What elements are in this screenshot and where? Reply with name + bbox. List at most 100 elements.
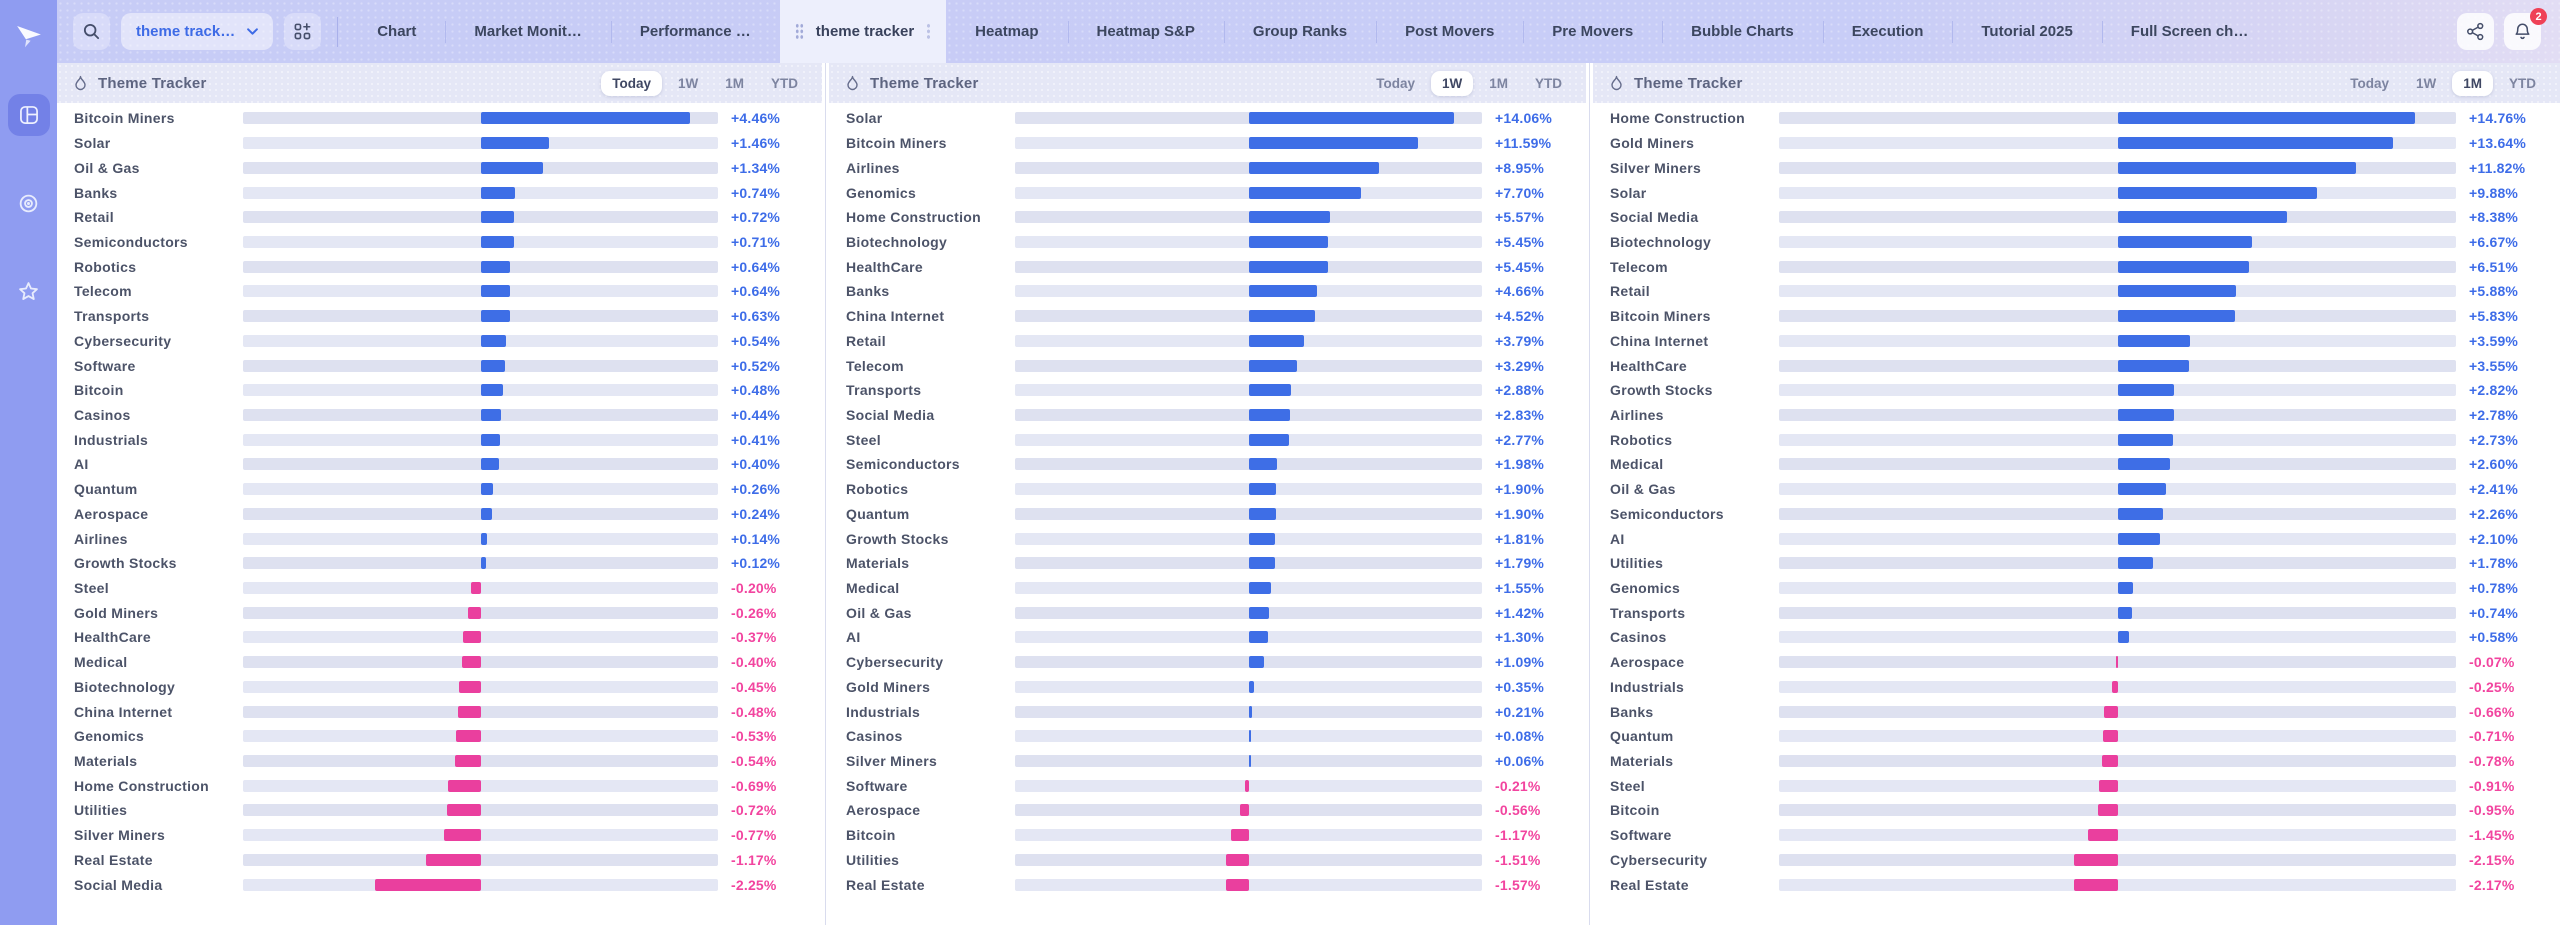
theme-row-ai[interactable]: AI +2.10%: [1593, 526, 2560, 551]
search-button[interactable]: [73, 13, 110, 50]
theme-row-ai[interactable]: AI +1.30%: [829, 625, 1586, 650]
tab-post-movers[interactable]: Post Movers: [1376, 0, 1523, 63]
theme-row-cybersecurity[interactable]: Cybersecurity +1.09%: [829, 650, 1586, 675]
theme-row-bitcoin[interactable]: Bitcoin -0.95%: [1593, 798, 2560, 823]
theme-row-software[interactable]: Software +0.52%: [57, 353, 822, 378]
theme-row-transports[interactable]: Transports +0.74%: [1593, 600, 2560, 625]
theme-row-casinos[interactable]: Casinos +0.58%: [1593, 625, 2560, 650]
theme-row-materials[interactable]: Materials -0.54%: [57, 749, 822, 774]
theme-row-cybersecurity[interactable]: Cybersecurity -2.15%: [1593, 848, 2560, 873]
theme-row-industrials[interactable]: Industrials +0.21%: [829, 699, 1586, 724]
theme-row-casinos[interactable]: Casinos +0.08%: [829, 724, 1586, 749]
theme-row-medical[interactable]: Medical +1.55%: [829, 576, 1586, 601]
tab-theme-tracker[interactable]: theme tracker: [779, 0, 947, 63]
theme-row-silver-miners[interactable]: Silver Miners +11.82%: [1593, 155, 2560, 180]
theme-row-cybersecurity[interactable]: Cybersecurity +0.54%: [57, 328, 822, 353]
range-button-1m[interactable]: 1M: [1478, 71, 1519, 96]
theme-row-healthcare[interactable]: HealthCare -0.37%: [57, 625, 822, 650]
theme-row-quantum[interactable]: Quantum -0.71%: [1593, 724, 2560, 749]
theme-row-growth-stocks[interactable]: Growth Stocks +0.12%: [57, 551, 822, 576]
theme-row-solar[interactable]: Solar +14.06%: [829, 106, 1586, 131]
theme-row-bitcoin-miners[interactable]: Bitcoin Miners +11.59%: [829, 131, 1586, 156]
sidebar-item-dashboards[interactable]: [7, 94, 50, 136]
notifications-button[interactable]: 2: [2504, 8, 2547, 50]
theme-row-biotechnology[interactable]: Biotechnology +6.67%: [1593, 230, 2560, 255]
theme-row-china-internet[interactable]: China Internet +4.52%: [829, 304, 1586, 329]
theme-row-casinos[interactable]: Casinos +0.44%: [57, 403, 822, 428]
theme-row-bitcoin[interactable]: Bitcoin -1.17%: [829, 823, 1586, 848]
theme-row-software[interactable]: Software -0.21%: [829, 773, 1586, 798]
theme-row-aerospace[interactable]: Aerospace -0.07%: [1593, 650, 2560, 675]
theme-row-airlines[interactable]: Airlines +8.95%: [829, 155, 1586, 180]
theme-row-steel[interactable]: Steel +2.77%: [829, 427, 1586, 452]
theme-row-china-internet[interactable]: China Internet -0.48%: [57, 699, 822, 724]
theme-row-retail[interactable]: Retail +3.79%: [829, 328, 1586, 353]
theme-row-growth-stocks[interactable]: Growth Stocks +2.82%: [1593, 378, 2560, 403]
tab-pre-movers[interactable]: Pre Movers: [1523, 0, 1662, 63]
range-button-today[interactable]: Today: [2339, 71, 2400, 96]
tab-market-monit[interactable]: Market Monit…: [445, 0, 611, 63]
theme-row-steel[interactable]: Steel -0.20%: [57, 576, 822, 601]
theme-row-social-media[interactable]: Social Media +2.83%: [829, 403, 1586, 428]
range-button-ytd[interactable]: YTD: [2498, 71, 2547, 96]
theme-row-bitcoin[interactable]: Bitcoin +0.48%: [57, 378, 822, 403]
theme-row-retail[interactable]: Retail +5.88%: [1593, 279, 2560, 304]
theme-row-utilities[interactable]: Utilities +1.78%: [1593, 551, 2560, 576]
range-button-1w[interactable]: 1W: [1430, 70, 1474, 96]
theme-row-industrials[interactable]: Industrials +0.41%: [57, 427, 822, 452]
theme-row-banks[interactable]: Banks +0.74%: [57, 180, 822, 205]
theme-row-genomics[interactable]: Genomics +7.70%: [829, 180, 1586, 205]
theme-row-utilities[interactable]: Utilities -0.72%: [57, 798, 822, 823]
range-button-1m[interactable]: 1M: [714, 71, 755, 96]
theme-row-social-media[interactable]: Social Media -2.25%: [57, 872, 822, 897]
theme-row-solar[interactable]: Solar +9.88%: [1593, 180, 2560, 205]
theme-row-transports[interactable]: Transports +0.63%: [57, 304, 822, 329]
tab-full-screen-ch[interactable]: Full Screen ch…: [2102, 0, 2278, 63]
theme-row-medical[interactable]: Medical -0.40%: [57, 650, 822, 675]
theme-row-telecom[interactable]: Telecom +3.29%: [829, 353, 1586, 378]
theme-row-genomics[interactable]: Genomics +0.78%: [1593, 576, 2560, 601]
tab-heatmap-s-p[interactable]: Heatmap S&P: [1068, 0, 1224, 63]
theme-row-airlines[interactable]: Airlines +0.14%: [57, 526, 822, 551]
theme-row-robotics[interactable]: Robotics +2.73%: [1593, 427, 2560, 452]
tab-performance[interactable]: Performance …: [611, 0, 780, 63]
theme-row-gold-miners[interactable]: Gold Miners +13.64%: [1593, 131, 2560, 156]
tab-tutorial-2025[interactable]: Tutorial 2025: [1952, 0, 2101, 63]
tab-bubble-charts[interactable]: Bubble Charts: [1662, 0, 1823, 63]
theme-row-oil-gas[interactable]: Oil & Gas +1.34%: [57, 155, 822, 180]
drag-handle-icon[interactable]: [794, 23, 804, 40]
share-button[interactable]: [2457, 13, 2494, 50]
theme-row-semiconductors[interactable]: Semiconductors +1.98%: [829, 452, 1586, 477]
theme-row-real-estate[interactable]: Real Estate -2.17%: [1593, 872, 2560, 897]
theme-row-semiconductors[interactable]: Semiconductors +0.71%: [57, 230, 822, 255]
theme-row-healthcare[interactable]: HealthCare +5.45%: [829, 254, 1586, 279]
theme-row-industrials[interactable]: Industrials -0.25%: [1593, 675, 2560, 700]
theme-row-banks[interactable]: Banks +4.66%: [829, 279, 1586, 304]
theme-row-home-construction[interactable]: Home Construction +14.76%: [1593, 106, 2560, 131]
theme-row-biotechnology[interactable]: Biotechnology +5.45%: [829, 230, 1586, 255]
range-button-today[interactable]: Today: [601, 70, 662, 96]
theme-row-ai[interactable]: AI +0.40%: [57, 452, 822, 477]
tab-execution[interactable]: Execution: [1823, 0, 1953, 63]
range-button-1w[interactable]: 1W: [2405, 71, 2447, 96]
theme-row-genomics[interactable]: Genomics -0.53%: [57, 724, 822, 749]
theme-row-social-media[interactable]: Social Media +8.38%: [1593, 205, 2560, 230]
theme-row-banks[interactable]: Banks -0.66%: [1593, 699, 2560, 724]
theme-row-biotechnology[interactable]: Biotechnology -0.45%: [57, 675, 822, 700]
theme-row-solar[interactable]: Solar +1.46%: [57, 131, 822, 156]
add-widget-button[interactable]: [284, 13, 322, 50]
theme-row-home-construction[interactable]: Home Construction -0.69%: [57, 773, 822, 798]
theme-row-airlines[interactable]: Airlines +2.78%: [1593, 403, 2560, 428]
theme-row-materials[interactable]: Materials +1.79%: [829, 551, 1586, 576]
theme-row-healthcare[interactable]: HealthCare +3.55%: [1593, 353, 2560, 378]
theme-row-aerospace[interactable]: Aerospace +0.24%: [57, 502, 822, 527]
theme-row-growth-stocks[interactable]: Growth Stocks +1.81%: [829, 526, 1586, 551]
theme-row-quantum[interactable]: Quantum +1.90%: [829, 502, 1586, 527]
theme-row-steel[interactable]: Steel -0.91%: [1593, 773, 2560, 798]
theme-row-robotics[interactable]: Robotics +1.90%: [829, 477, 1586, 502]
theme-row-real-estate[interactable]: Real Estate -1.57%: [829, 872, 1586, 897]
theme-row-quantum[interactable]: Quantum +0.26%: [57, 477, 822, 502]
sidebar-item-target[interactable]: [8, 182, 50, 224]
theme-row-real-estate[interactable]: Real Estate -1.17%: [57, 848, 822, 873]
theme-row-telecom[interactable]: Telecom +0.64%: [57, 279, 822, 304]
